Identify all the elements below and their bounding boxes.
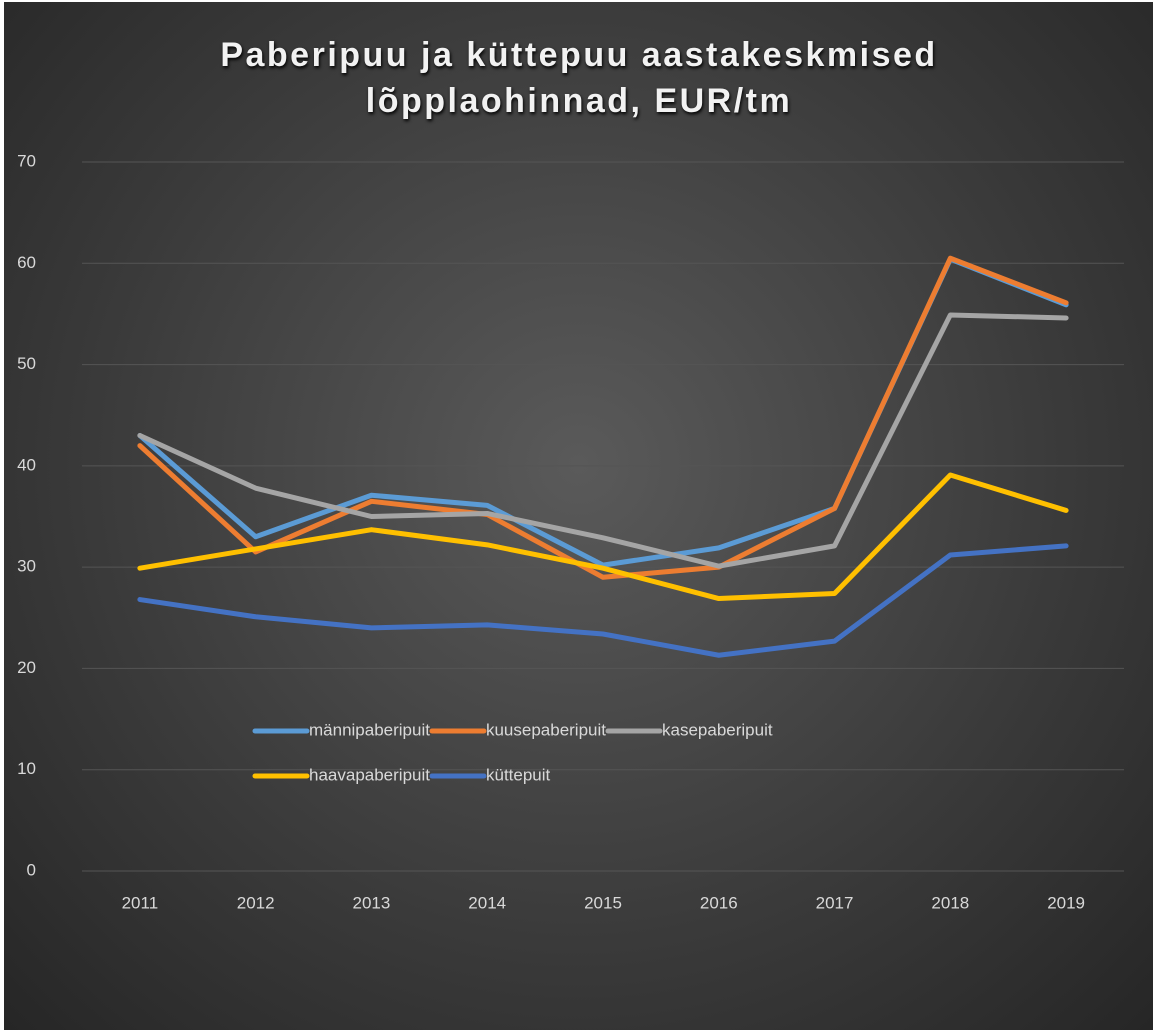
chart-area: Paberipuu ja küttepuu aastakeskmised lõp… <box>4 2 1153 1030</box>
chart: 0 10 20 30 40 50 60 70 2011 2012 2013 2014 2015 2016 2… <box>17 151 1124 912</box>
x-tick-label: 2016 <box>700 893 738 912</box>
y-tick-label: 20 <box>17 658 36 677</box>
x-tick-label: 2017 <box>816 893 854 912</box>
series-line <box>137 312 1069 569</box>
x-tick-label: 2018 <box>931 893 969 912</box>
x-tick-label: 2014 <box>468 893 506 912</box>
series-line <box>137 472 1069 602</box>
legend-label: kasepaberipuit <box>662 720 773 739</box>
y-tick-label: 30 <box>17 557 36 576</box>
series-line <box>137 543 1069 658</box>
x-tick-label: 2011 <box>122 893 159 912</box>
legend-label: kuusepaberipuit <box>486 720 606 739</box>
y-tick-label: 60 <box>17 253 36 272</box>
y-tick-label: 10 <box>17 759 36 778</box>
x-tick-label: 2015 <box>584 893 622 912</box>
x-tick-label: 2019 <box>1047 893 1085 912</box>
y-tick-label: 40 <box>17 455 36 474</box>
x-tick-label: 2013 <box>353 893 391 912</box>
y-tick-label: 0 <box>27 860 36 879</box>
legend-label: männipaberipuit <box>309 720 430 739</box>
legend-label: küttepuit <box>486 765 551 784</box>
chart-title: Paberipuu ja küttepuu aastakeskmised lõp… <box>220 36 938 120</box>
legend-label: haavapaberipuit <box>309 765 430 784</box>
y-tick-label: 70 <box>17 151 36 170</box>
y-tick-label: 50 <box>17 354 36 373</box>
series-line <box>137 255 1069 580</box>
x-tick-label: 2012 <box>237 893 275 912</box>
